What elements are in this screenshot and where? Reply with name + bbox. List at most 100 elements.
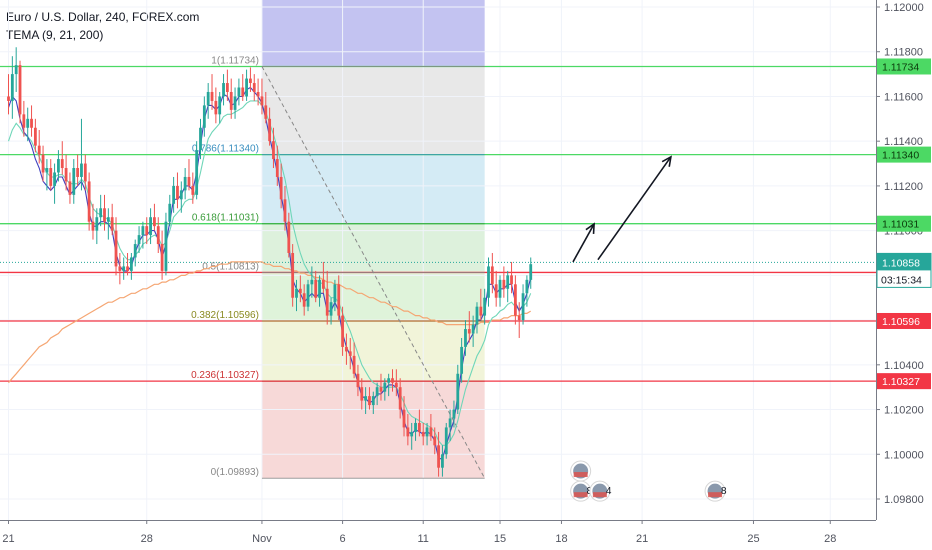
price-tag-bg [877,373,931,390]
candle-down [176,172,179,209]
price-tag-bg [877,312,931,329]
candle-down [502,266,506,298]
candle-up [149,208,152,245]
candle-up [371,391,375,415]
candle-up [222,74,225,106]
candle-down [302,284,306,316]
candle-body [433,436,437,446]
fib-zone [261,0,485,67]
economic-event-flag[interactable]: 8 [704,480,727,502]
candle-body [345,346,348,352]
candle-body [464,329,467,347]
candle-down [91,203,95,240]
candle-body [176,185,179,200]
candle-body [448,418,452,428]
candle-body [421,431,425,437]
x-tick-label: 28 [824,533,836,545]
candle-down [229,78,233,119]
economic-event-flag[interactable]: 4 [589,480,612,502]
candle-body [260,96,264,106]
candle-up [364,387,368,415]
fib-level-label: 0.236(1.10327) [191,370,259,381]
candle-body [95,217,99,231]
x-tick-label: 6 [340,533,346,545]
candle-up [383,378,387,401]
candle-down [345,333,348,365]
candle-down [417,409,421,437]
candle-body [256,91,260,97]
candle-body [291,253,295,298]
candle-down [398,378,402,419]
candle-down [126,253,129,276]
candle-down [510,261,513,294]
candle-up [464,320,467,356]
candle-body [287,221,291,253]
candle-body [129,257,133,271]
price-tag-support: 1.10596 [877,312,931,329]
candle-body [356,373,360,388]
flag-count: 4 [606,486,612,497]
candle-body [341,315,344,347]
fib-level-label: 0(1.09893) [211,467,259,478]
trend-arrow [572,222,595,263]
grid-lines [0,0,876,520]
candle-body [375,387,379,397]
price-tag-label: 1.10596 [882,316,920,328]
candle-body [329,302,333,316]
candle-body [68,181,72,195]
candle-body [348,351,352,356]
candle-up [137,226,141,253]
candle-body [321,279,325,289]
candle-up [318,275,321,307]
candle-down [467,311,471,343]
indicator-legend[interactable]: TEMA (9, 21, 200) [6,28,104,42]
candle-body [452,409,456,419]
economic-event-flag[interactable] [570,460,592,482]
candle-body [126,266,129,271]
candle-body [310,279,314,285]
flag-stripe [573,492,588,498]
candle-body [513,284,517,316]
candle-body [264,105,268,119]
fib-zone [261,154,485,224]
candle-down [214,87,218,124]
candle-body [268,118,272,142]
candle-down [241,74,245,101]
candle-down [22,100,26,137]
candle-body [444,427,448,455]
candle-up [521,284,525,325]
candle-up [202,96,206,137]
x-tick-label: 15 [494,533,506,545]
candle-body [502,279,506,289]
flag-count: 8 [721,486,727,497]
candle-body [49,168,53,186]
candle-up [441,445,444,477]
price-tag-label: 1.10327 [882,376,920,388]
candle-body [402,409,406,428]
candle-body [160,244,164,271]
x-tick-label: 25 [747,533,759,545]
candle-up [95,208,99,245]
candle-body [437,445,440,468]
candle-down [314,270,318,303]
candle-down [110,203,114,236]
candle-down [433,427,437,455]
arrow-head [661,155,672,167]
candle-down [517,302,521,338]
candle-body [467,329,471,334]
candle-body [149,217,152,236]
candle-up [106,208,110,240]
candle-down [321,261,325,294]
candle-body [394,382,398,388]
candle-down [379,373,383,401]
candle-body [33,127,37,146]
candle-down [275,145,279,186]
candle-body [441,454,444,468]
candle-body [529,264,533,280]
candle-body [118,266,122,271]
candle-down [68,172,72,204]
candle-down [337,275,341,321]
candle-down [287,212,291,258]
fib-level-label: 0.618(1.11031) [192,213,259,224]
